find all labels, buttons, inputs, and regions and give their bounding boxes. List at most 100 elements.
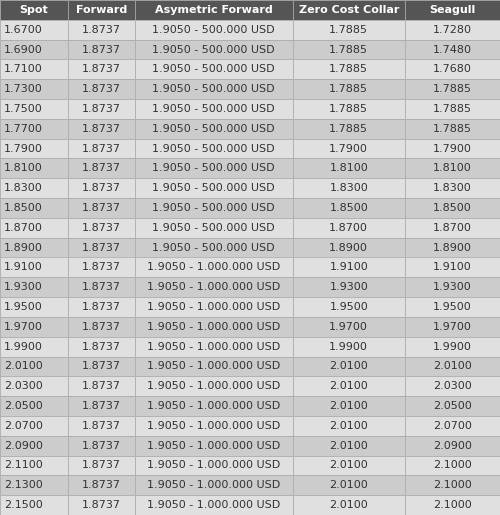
Bar	[292, 277, 405, 297]
Text: 2.0100: 2.0100	[330, 362, 368, 371]
Text: 1.8737: 1.8737	[82, 441, 121, 451]
Text: Seagull: Seagull	[430, 5, 476, 15]
Text: 1.8737: 1.8737	[82, 243, 121, 252]
Bar	[292, 337, 405, 356]
Bar	[292, 59, 405, 79]
Text: 1.8300: 1.8300	[4, 183, 43, 193]
Bar	[68, 297, 135, 317]
Bar	[292, 456, 405, 475]
Bar	[405, 238, 500, 258]
Text: 1.9050 - 500.000 USD: 1.9050 - 500.000 USD	[152, 144, 275, 153]
Bar	[292, 0, 405, 20]
Bar	[135, 258, 292, 277]
Bar	[292, 218, 405, 238]
Text: 1.8737: 1.8737	[82, 124, 121, 134]
Bar	[405, 0, 500, 20]
Bar	[135, 317, 292, 337]
Bar	[0, 139, 68, 159]
Text: 1.8737: 1.8737	[82, 44, 121, 55]
Bar	[135, 59, 292, 79]
Text: 1.7900: 1.7900	[330, 144, 368, 153]
Text: 1.8100: 1.8100	[433, 163, 472, 174]
Bar	[135, 436, 292, 456]
Bar	[135, 198, 292, 218]
Text: 2.0100: 2.0100	[433, 362, 472, 371]
Text: 1.8737: 1.8737	[82, 401, 121, 411]
Bar	[135, 218, 292, 238]
Text: 1.7280: 1.7280	[433, 25, 472, 35]
Text: 1.7885: 1.7885	[433, 84, 472, 94]
Text: 1.9050 - 1.000.000 USD: 1.9050 - 1.000.000 USD	[147, 341, 280, 352]
Bar	[405, 376, 500, 396]
Text: 1.8900: 1.8900	[433, 243, 472, 252]
Text: 2.0900: 2.0900	[4, 441, 43, 451]
Text: 2.1300: 2.1300	[4, 480, 43, 490]
Bar	[292, 20, 405, 40]
Text: 1.8900: 1.8900	[4, 243, 43, 252]
Text: 2.0300: 2.0300	[4, 381, 43, 391]
Text: 1.8737: 1.8737	[82, 480, 121, 490]
Bar	[292, 356, 405, 376]
Text: 1.8500: 1.8500	[433, 203, 472, 213]
Bar	[405, 119, 500, 139]
Bar	[292, 258, 405, 277]
Bar	[68, 79, 135, 99]
Bar	[68, 376, 135, 396]
Text: 1.8737: 1.8737	[82, 144, 121, 153]
Text: 1.9300: 1.9300	[4, 282, 43, 292]
Text: Forward: Forward	[76, 5, 127, 15]
Bar	[292, 178, 405, 198]
Text: 1.8737: 1.8737	[82, 500, 121, 510]
Text: 1.8737: 1.8737	[82, 362, 121, 371]
Bar	[405, 356, 500, 376]
Bar	[135, 40, 292, 59]
Text: 2.0100: 2.0100	[330, 441, 368, 451]
Text: 1.9500: 1.9500	[4, 302, 43, 312]
Bar	[405, 416, 500, 436]
Bar	[135, 356, 292, 376]
Text: 1.9300: 1.9300	[433, 282, 472, 292]
Bar	[0, 356, 68, 376]
Bar	[0, 416, 68, 436]
Bar	[135, 238, 292, 258]
Text: 1.9050 - 500.000 USD: 1.9050 - 500.000 USD	[152, 203, 275, 213]
Text: 1.9700: 1.9700	[330, 322, 368, 332]
Bar	[405, 456, 500, 475]
Text: 2.0500: 2.0500	[433, 401, 472, 411]
Bar	[405, 218, 500, 238]
Text: 1.7480: 1.7480	[433, 44, 472, 55]
Text: 2.1100: 2.1100	[4, 460, 43, 471]
Text: 1.7885: 1.7885	[329, 124, 368, 134]
Text: 2.0100: 2.0100	[330, 460, 368, 471]
Text: 1.8500: 1.8500	[330, 203, 368, 213]
Bar	[68, 178, 135, 198]
Text: 1.8500: 1.8500	[4, 203, 43, 213]
Text: 2.0300: 2.0300	[433, 381, 472, 391]
Text: 1.9050 - 500.000 USD: 1.9050 - 500.000 USD	[152, 223, 275, 233]
Text: 1.8737: 1.8737	[82, 84, 121, 94]
Text: 1.8700: 1.8700	[330, 223, 368, 233]
Text: 1.8737: 1.8737	[82, 282, 121, 292]
Bar	[405, 396, 500, 416]
Text: 2.0100: 2.0100	[330, 401, 368, 411]
Text: Asymetric Forward: Asymetric Forward	[155, 5, 272, 15]
Text: 1.9050 - 1.000.000 USD: 1.9050 - 1.000.000 USD	[147, 302, 280, 312]
Text: 2.1000: 2.1000	[433, 480, 472, 490]
Text: 2.1000: 2.1000	[433, 460, 472, 471]
Bar	[135, 119, 292, 139]
Text: 1.8737: 1.8737	[82, 64, 121, 74]
Text: 1.8737: 1.8737	[82, 25, 121, 35]
Bar	[0, 0, 68, 20]
Bar	[405, 139, 500, 159]
Bar	[135, 416, 292, 436]
Bar	[0, 178, 68, 198]
Bar	[0, 277, 68, 297]
Bar	[405, 59, 500, 79]
Text: 2.0500: 2.0500	[4, 401, 43, 411]
Text: 2.1000: 2.1000	[433, 500, 472, 510]
Text: 1.8737: 1.8737	[82, 263, 121, 272]
Text: 1.9300: 1.9300	[330, 282, 368, 292]
Bar	[68, 0, 135, 20]
Bar	[405, 20, 500, 40]
Text: 1.8737: 1.8737	[82, 223, 121, 233]
